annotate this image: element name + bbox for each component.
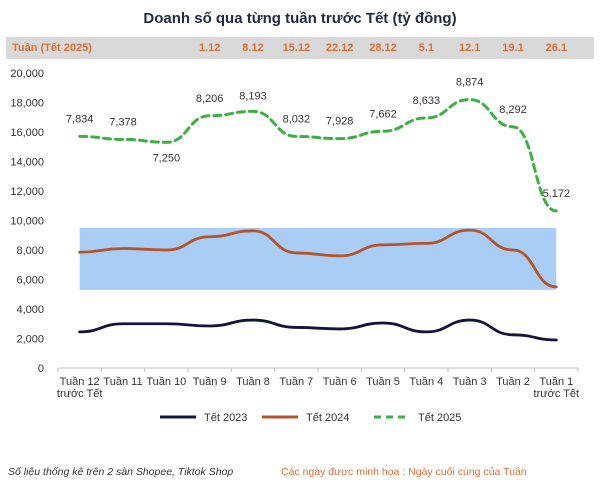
x-tick-label: trước Tết [57, 388, 103, 400]
y-tick-label: 18,000 [10, 98, 44, 110]
data-label: 8,032 [283, 113, 311, 125]
highlight-band [79, 227, 557, 290]
week-date-label: 22.12 [325, 42, 354, 54]
week-date-label: 8.12 [242, 42, 264, 54]
y-tick-label: 10,000 [10, 216, 44, 228]
x-tick-label: trước Tết [534, 388, 580, 400]
x-tick-label: Tuần 9 [193, 376, 227, 388]
y-tick-label: 6,000 [16, 275, 44, 287]
week-date-label: 26.1 [545, 42, 568, 54]
data-label: 7,662 [369, 108, 397, 120]
x-tick-label: Tuần 7 [279, 376, 313, 388]
x-tick-label: Tuần 3 [453, 376, 487, 388]
x-tick-label: Tuần 4 [409, 376, 443, 388]
chart-title: Doanh số qua từng tuần trước Tết (tỷ đồn… [143, 10, 457, 27]
legend-label: Tết 2024 [306, 412, 349, 424]
week-date-label: 19.1 [502, 42, 524, 54]
week-date-label: 12.1 [458, 42, 481, 54]
series-line [78, 98, 558, 213]
x-tick-label: Tuần 10 [146, 376, 186, 388]
data-label: 8,206 [196, 93, 224, 105]
week-band [6, 37, 594, 59]
x-tick-label: Tuần 5 [366, 376, 400, 388]
week-date-label: 15.12 [282, 42, 311, 54]
footer-note: Các ngày được minh họa : Ngày cuối cùng … [281, 466, 527, 478]
week-date-label: 1.12 [198, 42, 221, 54]
x-tick-label: Tuần 1 [539, 376, 573, 388]
y-tick-label: 20,000 [10, 68, 44, 80]
y-tick-label: 2,000 [16, 334, 44, 346]
y-tick-label: 4,000 [16, 304, 44, 316]
y-tick-label: 16,000 [10, 127, 44, 139]
y-tick-label: 12,000 [10, 186, 44, 198]
week-band-label: Tuần (Tết 2025) [12, 42, 92, 54]
y-tick-label: 0 [38, 363, 44, 375]
legend-label: Tết 2023 [204, 412, 247, 424]
x-tick-label: Tuần 2 [496, 376, 530, 388]
series-line [78, 228, 558, 289]
footer-source: Số liệu thống kê trên 2 sàn Shopee, Tikt… [8, 466, 234, 478]
y-tick-label: 14,000 [10, 157, 44, 169]
y-tick-label: 8,000 [16, 245, 44, 257]
data-label: 7,928 [326, 116, 354, 128]
data-label: 7,250 [153, 152, 181, 164]
data-label: 5,172 [543, 188, 571, 200]
week-date-label: 5.1 [418, 42, 434, 54]
series-line [78, 318, 558, 342]
x-tick-label: Tuần 6 [323, 376, 357, 388]
data-label: 8,633 [413, 95, 441, 107]
data-label: 7,378 [109, 116, 137, 128]
data-label: 8,874 [456, 77, 484, 89]
x-tick-label: Tuần 8 [236, 376, 270, 388]
week-date-label: 28.12 [369, 42, 397, 54]
legend-label: Tết 2025 [418, 412, 461, 424]
x-tick-label: Tuần 12 [60, 376, 100, 388]
data-label: 8,292 [499, 104, 527, 116]
data-label: 8,193 [239, 90, 267, 102]
x-tick-label: Tuần 11 [103, 376, 142, 388]
data-label: 7,834 [66, 113, 94, 125]
